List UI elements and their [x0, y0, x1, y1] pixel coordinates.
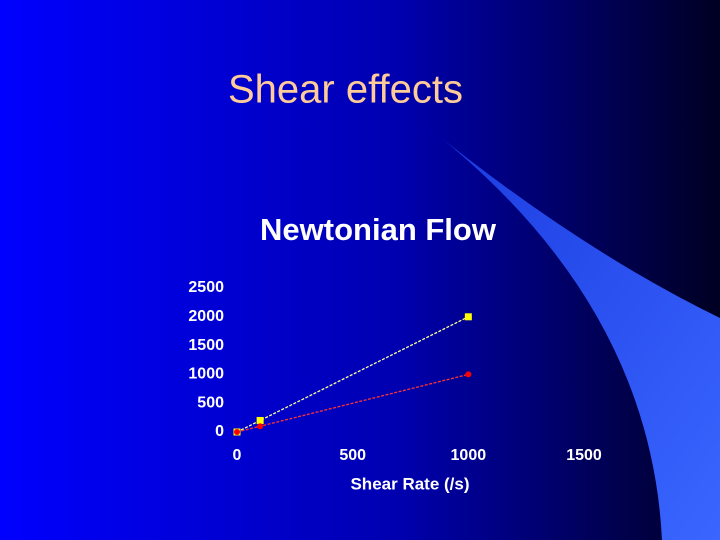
- swoosh: [425, 125, 720, 540]
- x-tick-label: 0: [233, 447, 242, 464]
- y-tick-label: 2500: [188, 279, 224, 296]
- marker: [257, 423, 264, 430]
- marker: [465, 371, 472, 378]
- x-axis-label: Shear Rate (/s): [350, 474, 469, 493]
- marker: [464, 313, 472, 321]
- series-line: [236, 316, 469, 433]
- marker: [234, 429, 240, 435]
- y-tick-label: 1500: [188, 337, 224, 354]
- y-tick-label: 1000: [188, 366, 224, 383]
- x-tick-label: 1500: [566, 447, 602, 464]
- slide-title: Shear effects: [228, 68, 463, 112]
- x-tick-label: 1000: [451, 447, 487, 464]
- chart-title: Newtonian Flow: [260, 212, 497, 247]
- y-tick-label: 0: [215, 423, 224, 440]
- x-tick-label: 500: [339, 447, 366, 464]
- marker: [256, 416, 264, 424]
- y-tick-label: 500: [197, 394, 224, 411]
- y-tick-label: 2000: [188, 308, 224, 325]
